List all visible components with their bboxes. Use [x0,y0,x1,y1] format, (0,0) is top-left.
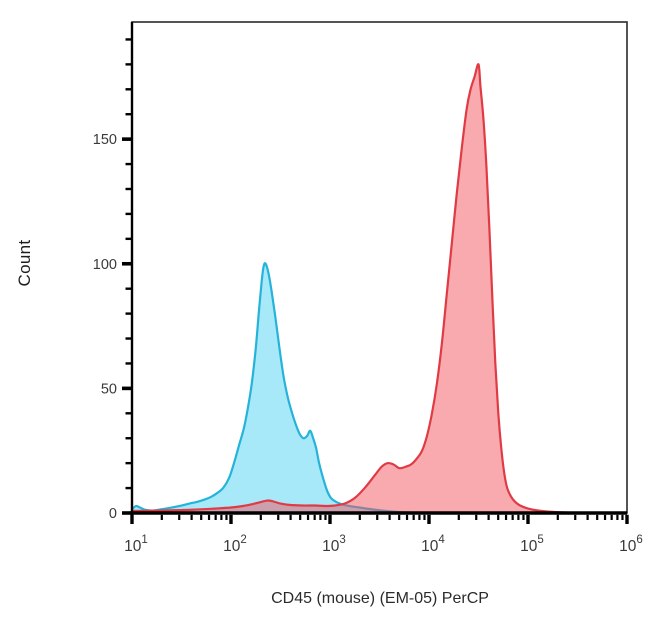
x-tick-label: 101 [124,534,148,555]
x-tick-label: 104 [421,534,445,555]
series-blue-line [130,262,450,515]
x-tick-label: 102 [223,534,247,555]
series-red-line [130,63,584,515]
x-tick-label: 105 [520,534,544,555]
plot-frame [131,21,628,514]
x-tick-label: 103 [322,534,346,555]
y-tick-label: 0 [109,506,117,522]
series-red-area [132,64,583,514]
x-axis-title: CD45 (mouse) (EM-05) PerCP [271,590,489,607]
y-tick-label: 150 [93,132,117,148]
series-blue-area [132,263,449,513]
y-tick-label: 100 [93,257,117,273]
y-tick-label: 50 [101,381,117,397]
x-tick-label: 106 [619,534,643,555]
y-axis-title: Count [15,239,34,287]
